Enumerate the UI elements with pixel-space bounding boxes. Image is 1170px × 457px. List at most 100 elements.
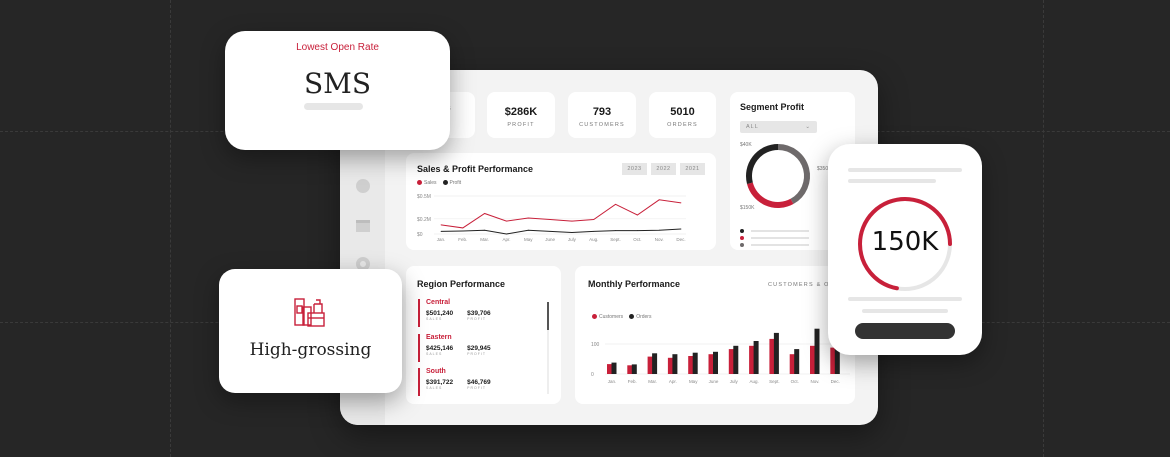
x-tick-label: Nov. [811,379,820,384]
x-tick-label: Oct. [633,237,641,242]
data-point [571,232,573,233]
data-point [484,229,486,231]
series-line-profit [440,228,682,235]
legend-sales: Sales [417,180,437,186]
data-point [636,230,638,231]
data-point [462,230,464,232]
data-point [527,229,529,231]
sms-card-label: Lowest Open Rate [296,42,379,53]
bar-orders [834,338,840,374]
data-point [549,219,551,220]
bar-orders [733,345,739,374]
x-tick-label: Dec. [831,379,840,384]
y-tick-label: $0 [417,232,423,238]
y-tick-label: 100 [591,342,600,348]
bar-orders [794,349,800,374]
monthly-bar-chart: 0 100 Jan. Feb. Mar. Apr. May June July Aug. Sept.… [591,328,850,384]
x-tick-label: Nov. [655,237,664,242]
bar-customers [749,345,755,374]
bar-orders [631,364,637,374]
monthly-performance-card: Monthly Performance CUSTOMERS & ORDERS C… [575,266,855,404]
kpi-card-profit: $286K PROFIT [487,92,555,138]
high-grossing-card: High-grossing [219,269,402,393]
x-tick-label: Mar. [480,237,489,242]
x-tick-label: May [524,237,533,242]
products-icon [294,298,325,327]
region-item-south[interactable]: South $391,722 SALES $46,769 PROFIT [418,368,491,396]
region-item-eastern[interactable]: Eastern $425,146 SALES $29,945 PROFIT [418,334,491,362]
x-tick-label: Jan. [608,379,617,384]
data-point [658,199,660,201]
year-button-2022[interactable]: 2022 [651,163,676,175]
kpi-label: ORDERS [667,122,698,128]
segment-legend [740,222,809,247]
chart-legend: Customers Orders [592,314,651,320]
placeholder-bar [862,309,948,313]
window-icon[interactable] [356,220,370,232]
bar-customers [627,365,633,374]
y-tick-label: 0 [591,372,594,378]
legend-customers: Customers [592,314,623,320]
x-tick-label: Aug. [749,379,758,384]
card-title: Sales & Profit Performance [417,164,534,174]
bar-customers [810,345,815,374]
x-tick-label: Oct. [791,379,799,384]
select-value: ALL [746,124,759,130]
bar-customers [667,357,673,374]
gauge-value: 150K [871,227,939,257]
donut-slice [747,182,794,208]
bar-orders [672,354,678,374]
legend-profit: Profit [442,180,461,186]
placeholder-bar [304,103,363,110]
donut-label: $350K [817,166,832,172]
bar-orders [652,353,658,374]
grid-line [170,0,171,457]
high-grossing-label: High-grossing [249,340,372,360]
monthly-filter[interactable]: CUSTOMERS & ORDERS [768,282,855,288]
bar-orders [611,362,617,374]
x-tick-label: Apr. [669,379,677,384]
sms-card-value: SMS [303,67,372,100]
data-point [593,230,595,232]
placeholder-bar [848,179,936,183]
chevron-down-icon: ⌄ [805,124,811,130]
scrollbar-track[interactable] [547,302,549,394]
gauge-ring [858,197,952,291]
data-point [506,220,507,222]
kpi-value: $286K [504,106,538,118]
data-point [615,203,616,205]
donut-label: $150K [740,205,755,211]
region-item-central[interactable]: Central $501,240 SALES $39,706 PROFIT [418,299,491,327]
circle-icon[interactable] [356,179,370,193]
bar-orders [753,341,759,374]
year-button-2021[interactable]: 2021 [680,163,705,175]
placeholder-bar [848,297,962,301]
scrollbar-thumb[interactable] [547,302,549,330]
donut-label: $40K [740,142,752,148]
y-tick-label: $0.5M [417,194,431,200]
bar-customers [830,347,836,374]
x-tick-label: Apr. [502,237,510,242]
bar-customers [607,364,612,374]
bar-customers [708,354,714,374]
kpi-label: CUSTOMERS [579,122,625,128]
x-tick-label: Feb. [458,237,467,242]
gauge-progress [858,197,952,291]
action-button[interactable] [855,323,955,339]
data-point [462,227,464,229]
data-point [636,214,638,216]
bar-orders [692,352,698,374]
sales-profit-card: Sales & Profit Performance 2023 2022 202… [406,153,716,250]
data-point [593,219,595,220]
bar-orders [713,351,718,374]
chart-legend: Sales Profit [417,180,461,186]
gauge-card: 150K [828,144,982,355]
donut-slice [746,144,779,184]
segment-donut-chart: $350K $150K $40K [740,142,832,211]
x-tick-label: Sept. [769,379,780,384]
year-button-2023[interactable]: 2023 [622,163,647,175]
card-title: Monthly Performance [588,279,681,289]
x-tick-label: June [709,379,719,384]
region-performance-card: Region Performance Central $501,240 SALES… [406,266,561,404]
segment-select[interactable]: ALL ⌄ [740,121,817,133]
